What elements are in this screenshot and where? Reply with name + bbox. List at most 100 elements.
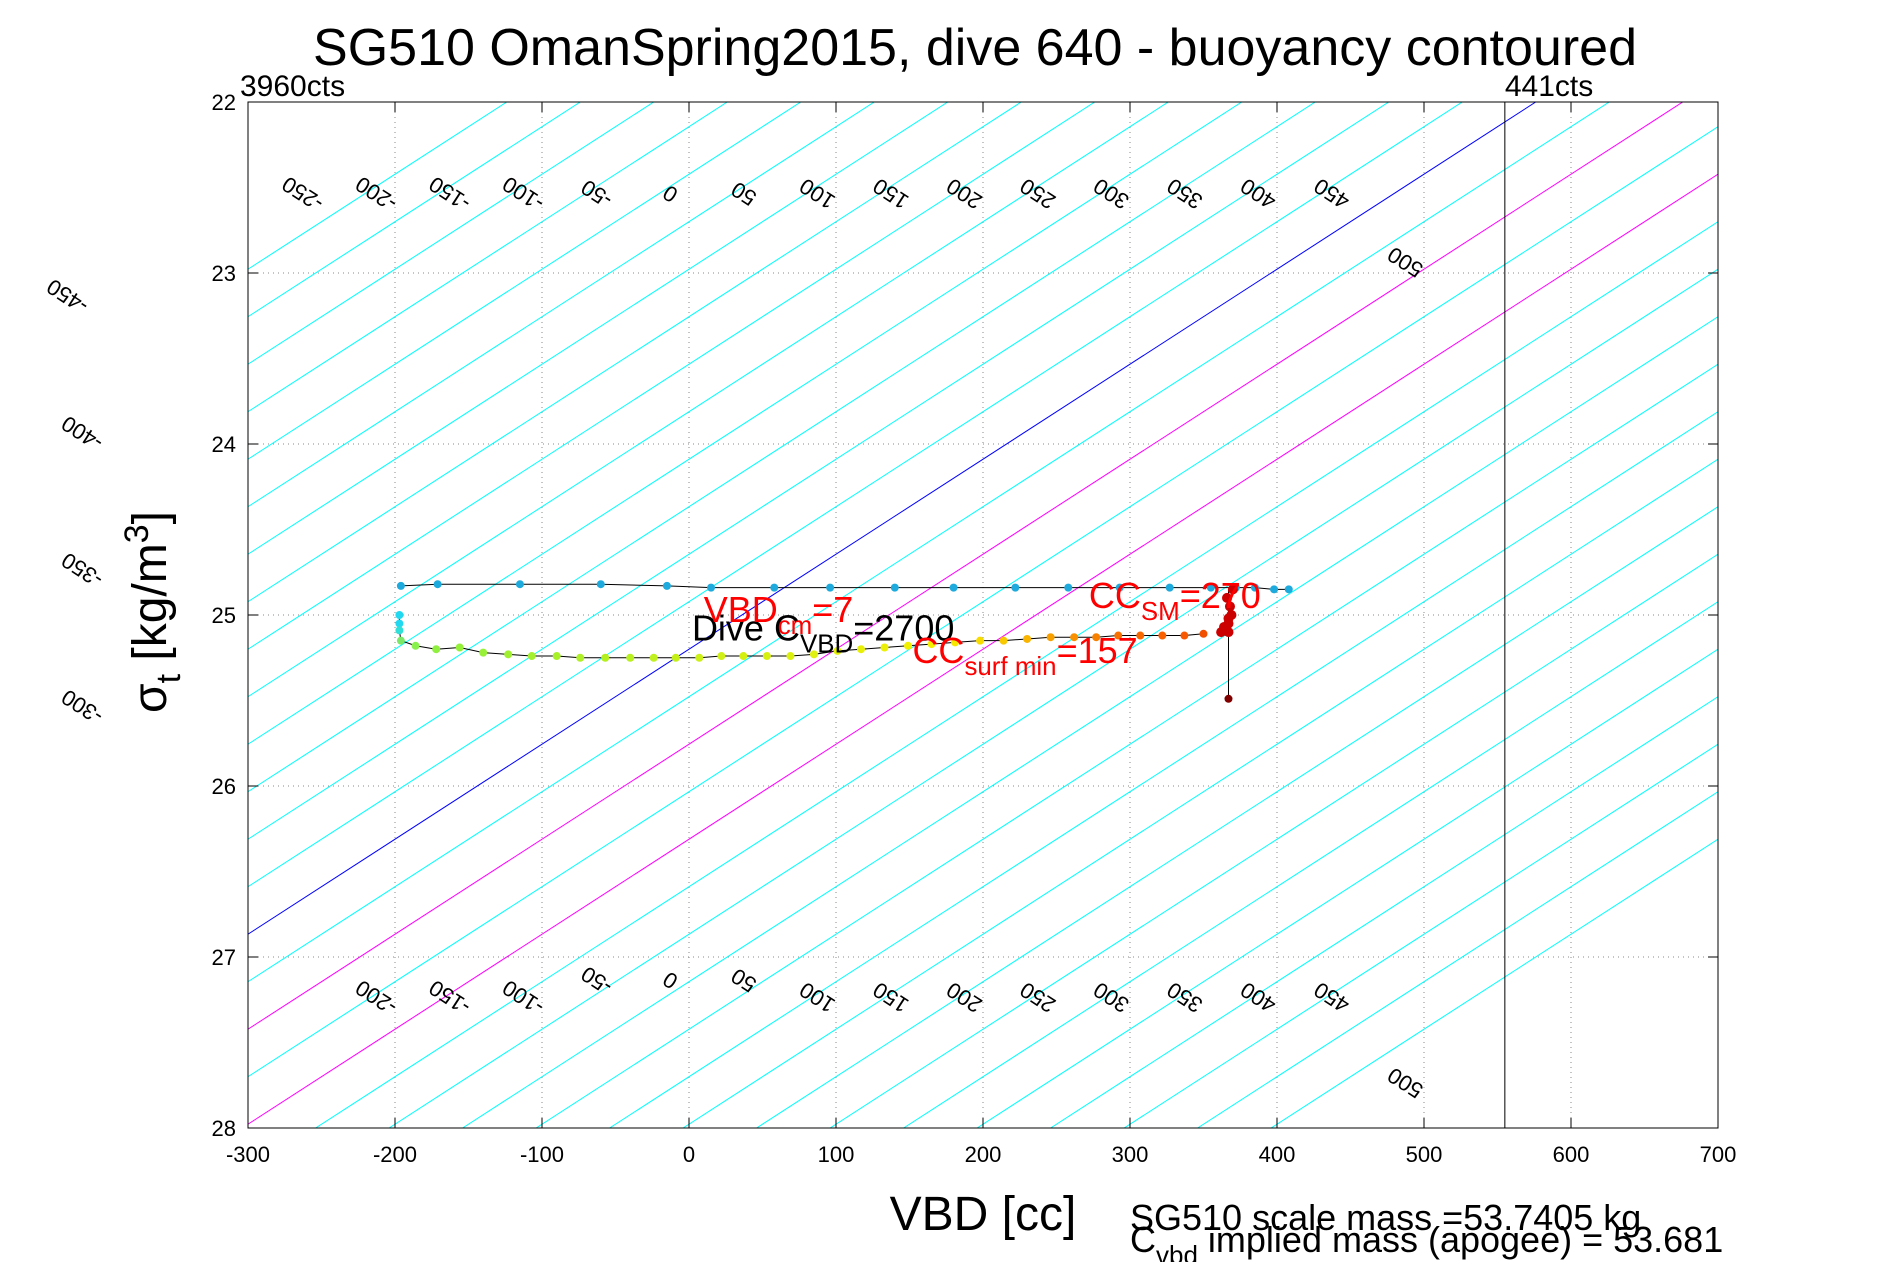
ascent-point <box>1180 631 1189 640</box>
contour-line <box>535 363 1718 1128</box>
descent-point <box>1270 585 1279 594</box>
descent-point <box>949 583 958 592</box>
contour-line <box>1123 743 1718 1128</box>
contour-line <box>756 506 1718 1128</box>
dive-c-vbd-annotation-value: =2700 <box>853 608 954 649</box>
vbd-cm-annotation-value: =7 <box>812 589 853 630</box>
contour-line-zero <box>248 102 1536 935</box>
ascent-point <box>717 652 726 661</box>
cc-surf-min-annotation: CCsurf min=157 <box>912 630 1137 681</box>
x-tick-label: -200 <box>373 1142 417 1167</box>
ascent-point <box>396 636 405 645</box>
contour-line <box>462 316 1718 1128</box>
ascent-point <box>880 643 889 652</box>
contour-line <box>248 102 1169 698</box>
contour-line <box>829 553 1718 1128</box>
dive-tracks <box>395 580 1293 703</box>
x-tick-label: 600 <box>1553 1142 1590 1167</box>
descent-point <box>662 581 671 590</box>
surface-point <box>1223 613 1234 624</box>
ascent-point <box>856 645 865 654</box>
descent-point <box>1284 585 1293 594</box>
count-line-label: 3960cts <box>240 70 345 103</box>
ascent-point <box>601 653 610 662</box>
descent-point <box>890 583 899 592</box>
ascent-point <box>432 645 441 654</box>
footer-c-symbol: C <box>1130 1219 1156 1260</box>
count-lines: 3960cts 441cts <box>240 70 1593 1128</box>
ascent-point <box>527 652 536 661</box>
svg-text:σt [kg/m3]: σt [kg/m3] <box>118 511 188 713</box>
contour-line <box>682 458 1718 1128</box>
contour-line-magenta <box>248 173 1718 1125</box>
ascent-point <box>999 636 1008 645</box>
descent-point <box>1206 583 1215 592</box>
x-tick-label: 100 <box>818 1142 855 1167</box>
contour-line <box>248 102 1389 840</box>
y-axis-symbol: σ <box>124 683 177 713</box>
x-tick-label: 0 <box>683 1142 695 1167</box>
y-tick-label: 25 <box>212 603 236 628</box>
ascent-point <box>927 640 936 649</box>
descent-point <box>1115 583 1124 592</box>
y-axis-unit-exponent: 3 <box>118 524 156 543</box>
ascent-point <box>951 638 960 647</box>
dive-c-vbd-annotation: Dive CVBD=2700 <box>692 608 954 659</box>
contour-line <box>248 102 1095 650</box>
ascent-point <box>479 648 488 657</box>
ascent-point <box>833 646 842 655</box>
vbd-cm-annotation-sub: cm <box>778 612 813 640</box>
ascent-point <box>576 653 585 662</box>
x-tick-label: 200 <box>965 1142 1002 1167</box>
cc-sm-annotation: CCSM=270 <box>1089 575 1261 626</box>
count-line-label: 441cts <box>1505 70 1593 103</box>
descent-point <box>1165 583 1174 592</box>
dive-c-vbd-annotation-main: Dive C <box>692 608 800 649</box>
surface-stem-end <box>1224 694 1233 703</box>
x-tick-label: 500 <box>1406 1142 1443 1167</box>
y-tick-label: 24 <box>212 432 236 457</box>
y-axis-unit: [kg/m <box>124 543 177 674</box>
y-tick-label: 28 <box>212 1116 236 1141</box>
contour-line <box>248 102 1316 793</box>
contour-line <box>248 102 1463 888</box>
cc-sm-annotation-main: CC <box>1089 575 1141 616</box>
contour-line <box>976 648 1718 1128</box>
contour-line <box>248 102 1610 983</box>
vbd-cm-annotation-main: VBD <box>704 589 778 630</box>
contour-line <box>248 126 1718 1078</box>
descent-point <box>433 580 442 589</box>
contour-line <box>248 102 875 508</box>
contour-line <box>248 102 948 555</box>
x-tick-label: -100 <box>520 1142 564 1167</box>
contour-line <box>315 221 1718 1128</box>
x-tick-label: -300 <box>226 1142 270 1167</box>
contour-line <box>1197 791 1718 1128</box>
vbd-cm-annotation: VBDcm=7 <box>704 589 854 640</box>
x-axis-ticks: -300 -200 -100 0 100 200 300 400 500 600 700 <box>226 102 1736 1167</box>
ascent-point <box>1023 634 1032 643</box>
contour-line <box>248 102 581 318</box>
ascent-point <box>786 652 795 661</box>
ascent-point <box>455 643 464 652</box>
y-tick-label: 22 <box>212 90 236 115</box>
descent-point <box>826 583 835 592</box>
cc-surf-min-annotation-sub: surf min <box>964 653 1056 681</box>
contour-line <box>609 411 1718 1128</box>
descent-point <box>596 580 605 589</box>
ascent-point <box>1158 631 1167 640</box>
descent-point <box>1250 583 1259 592</box>
surface-point <box>1222 592 1233 603</box>
ascent-point <box>649 653 658 662</box>
ascent-point <box>552 652 561 661</box>
chart-title: SG510 OmanSpring2015, dive 640 - buoyanc… <box>313 19 1637 77</box>
cc-surf-min-annotation-main: CC <box>912 630 964 671</box>
ascent-point <box>976 636 985 645</box>
cc-sm-annotation-value: =270 <box>1180 575 1261 616</box>
contour-line-magenta <box>248 102 1683 1030</box>
grid <box>248 102 1718 1128</box>
contour-line <box>248 102 1242 745</box>
x-axis-label: VBD [cc] <box>890 1188 1077 1241</box>
